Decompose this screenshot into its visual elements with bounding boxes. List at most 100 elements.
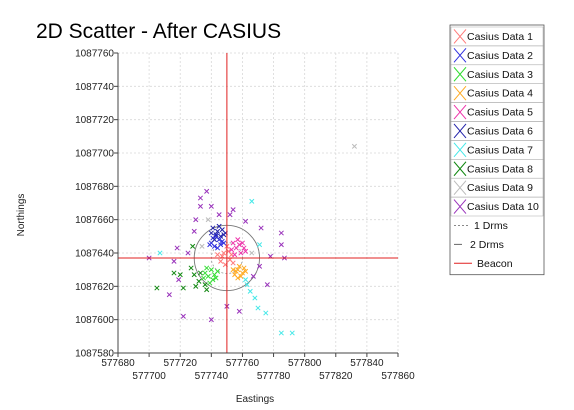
legend-entry: Casius Data 8 — [467, 163, 533, 175]
data-point — [221, 250, 227, 256]
data-point — [177, 272, 183, 278]
data-point — [241, 245, 247, 251]
data-point — [250, 273, 256, 279]
legend-entry: 1 Drms — [474, 220, 508, 232]
x-tick-label: 577840 — [350, 358, 384, 369]
data-point — [263, 310, 269, 316]
data-point — [278, 330, 284, 336]
x-tick-label: 577760 — [226, 358, 260, 369]
data-point — [199, 243, 205, 249]
data-point — [191, 228, 197, 234]
data-point — [238, 273, 244, 279]
legend-entry: Casius Data 1 — [467, 31, 533, 43]
data-point — [257, 263, 263, 269]
x-tick-label: 577740 — [195, 371, 229, 382]
legend-marker — [453, 161, 467, 177]
data-point — [196, 278, 202, 284]
data-point — [197, 203, 203, 209]
data-point — [171, 258, 177, 264]
data-point — [243, 248, 249, 254]
x-tick-label: 577820 — [319, 371, 353, 382]
legend-entry: 2 Drms — [470, 239, 504, 251]
data-point — [258, 225, 264, 231]
data-point — [204, 287, 210, 293]
legend-marker — [453, 123, 467, 139]
x-axis-label: Eastings — [236, 394, 274, 405]
data-point — [230, 267, 236, 273]
data-point — [239, 240, 245, 246]
data-point — [278, 230, 284, 236]
legend-marker — [453, 29, 467, 44]
data-point — [218, 258, 224, 264]
data-point — [249, 250, 255, 256]
data-point — [208, 317, 214, 323]
legend-marker — [453, 142, 467, 158]
y-tick-label: 1087700 — [75, 149, 114, 160]
data-point — [264, 282, 270, 288]
data-point — [230, 207, 236, 213]
data-point — [207, 242, 213, 248]
legend-row — [450, 196, 544, 217]
y-tick-label: 1087740 — [75, 82, 114, 93]
data-point — [190, 243, 196, 249]
legend-entry: Casius Data 2 — [467, 50, 533, 62]
data-point — [210, 225, 216, 231]
data-point — [202, 270, 208, 276]
data-point — [289, 330, 295, 336]
legend-entry: Casius Data 7 — [467, 144, 533, 156]
data-point — [204, 265, 210, 271]
legend-entry: Casius Data 5 — [467, 107, 533, 119]
data-point — [208, 203, 214, 209]
data-point — [351, 143, 357, 149]
data-point — [208, 230, 214, 236]
data-point — [236, 242, 242, 248]
grid — [117, 52, 399, 354]
data-point — [236, 308, 242, 314]
y-tick-label: 1087720 — [75, 115, 114, 126]
data-point — [232, 252, 238, 258]
legend-entry: Casius Data 4 — [467, 88, 533, 100]
legend-marker — [453, 85, 467, 101]
data-point — [193, 283, 199, 289]
data-point — [227, 212, 233, 218]
legend-entry: Casius Data 9 — [467, 182, 533, 194]
y-tick-label: 1087680 — [75, 182, 114, 193]
legend-box — [449, 24, 545, 276]
data-point — [243, 268, 249, 274]
data-point — [239, 270, 245, 276]
y-tick-label: 1087580 — [75, 349, 114, 360]
data-point — [213, 233, 219, 239]
data-point — [243, 277, 249, 283]
data-point — [188, 265, 194, 271]
data-point — [204, 188, 210, 194]
x-tick-label: 577800 — [288, 358, 322, 369]
y-tick-label: 1087620 — [75, 282, 114, 293]
legend-marker — [453, 180, 467, 195]
legend-entry: Casius Data 6 — [467, 125, 533, 137]
data-point — [233, 268, 239, 274]
data-point — [211, 237, 217, 243]
legend-entry: Beacon — [477, 258, 513, 270]
data-point — [205, 217, 211, 223]
data-point — [241, 265, 247, 271]
data-point — [157, 250, 163, 256]
beacon-crosshair — [118, 53, 398, 353]
data-points — [146, 143, 357, 336]
chart-title: 2D Scatter - After CASIUS — [36, 20, 282, 43]
data-point — [216, 212, 222, 218]
data-point — [202, 282, 208, 288]
y-tick-label: 1087640 — [75, 249, 114, 260]
data-point — [221, 240, 227, 246]
data-point — [235, 237, 241, 243]
data-point — [244, 282, 250, 288]
data-point — [215, 228, 221, 234]
data-point — [197, 270, 203, 276]
data-point — [180, 313, 186, 319]
x-tick-label: 577780 — [257, 371, 291, 382]
legend-marker — [453, 104, 467, 120]
data-point — [201, 275, 207, 281]
data-point — [174, 245, 180, 251]
y-tick-label: 1087600 — [75, 315, 114, 326]
data-point — [213, 232, 219, 238]
